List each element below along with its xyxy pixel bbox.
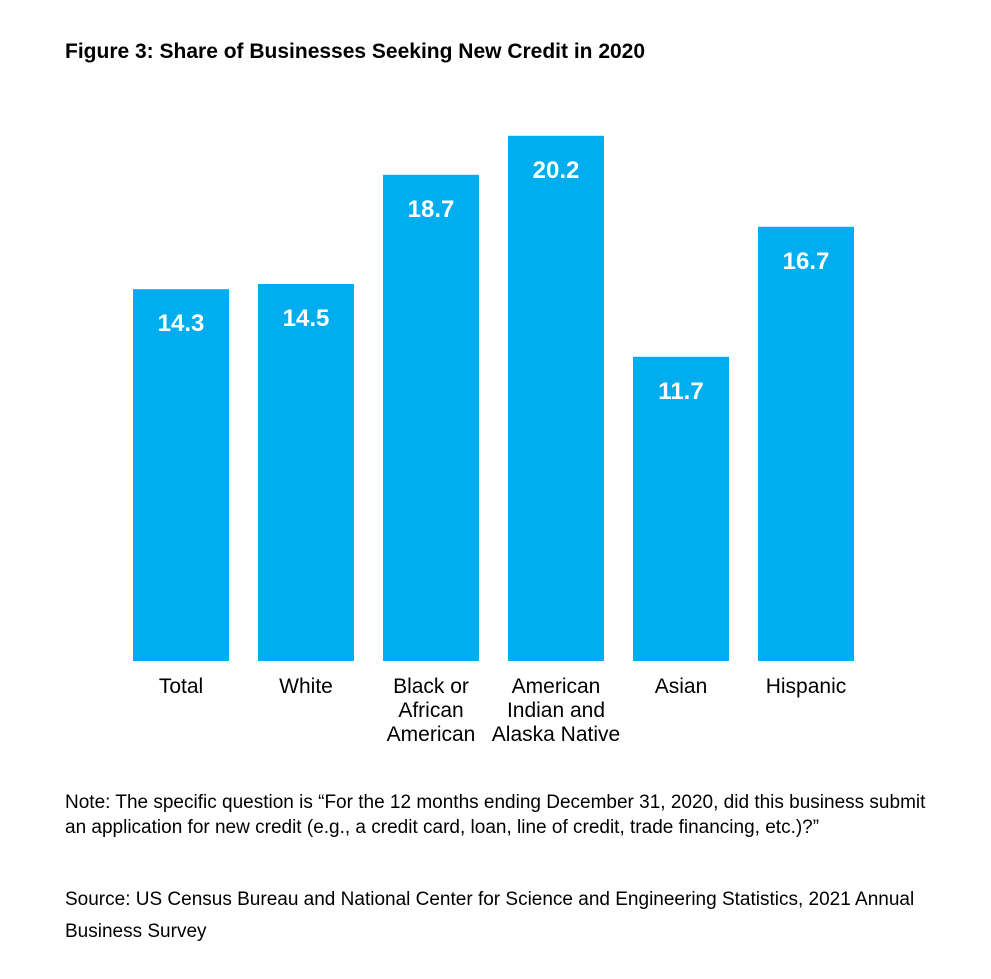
bar-1 <box>258 284 354 661</box>
value-label-5: 16.7 <box>783 248 830 275</box>
bar-2 <box>383 174 479 662</box>
category-label-line: Alaska Native <box>492 723 620 746</box>
value-labels-group: 14.3 14.5 18.7 20.2 11.7 16.7 <box>158 157 830 405</box>
chart-source: Source: US Census Bureau and National Ce… <box>65 889 915 942</box>
category-label-line: White <box>279 675 333 698</box>
category-label-line: African <box>398 699 463 722</box>
bar-4 <box>633 356 729 661</box>
bar-5 <box>758 226 854 662</box>
category-label-line: American <box>387 723 476 746</box>
value-label-4: 11.7 <box>658 378 703 405</box>
value-label-0: 14.3 <box>158 310 205 337</box>
category-label-4: Asian <box>655 675 708 698</box>
category-label-line: Total <box>159 675 203 698</box>
chart-title: Figure 3: Share of Businesses Seeking Ne… <box>65 40 646 63</box>
category-label-3: American Indian and Alaska Native <box>492 675 620 746</box>
category-label-line: American <box>512 675 601 698</box>
chart-note: Note: The specific question is “For the … <box>65 792 926 838</box>
value-label-1: 14.5 <box>283 305 330 332</box>
bar-0 <box>133 289 229 661</box>
category-label-5: Hispanic <box>766 675 847 698</box>
category-label-line: Indian and <box>507 699 605 722</box>
category-label-0: Total <box>159 675 203 698</box>
value-label-3: 20.2 <box>533 157 580 184</box>
category-label-line: Asian <box>655 675 708 698</box>
bar-chart: 14.3 14.5 18.7 20.2 11.7 16.7 Total White Black… <box>133 135 854 746</box>
category-label-2: Black or African American <box>387 675 476 746</box>
bars-group <box>133 135 854 662</box>
bar-3 <box>508 135 604 662</box>
category-label-line: Hispanic <box>766 675 847 698</box>
value-label-2: 18.7 <box>408 196 455 223</box>
category-labels-group: Total White Black or African AmericanAmerica… <box>159 675 846 746</box>
category-label-1: White <box>279 675 333 698</box>
category-label-line: Black or <box>393 675 469 698</box>
